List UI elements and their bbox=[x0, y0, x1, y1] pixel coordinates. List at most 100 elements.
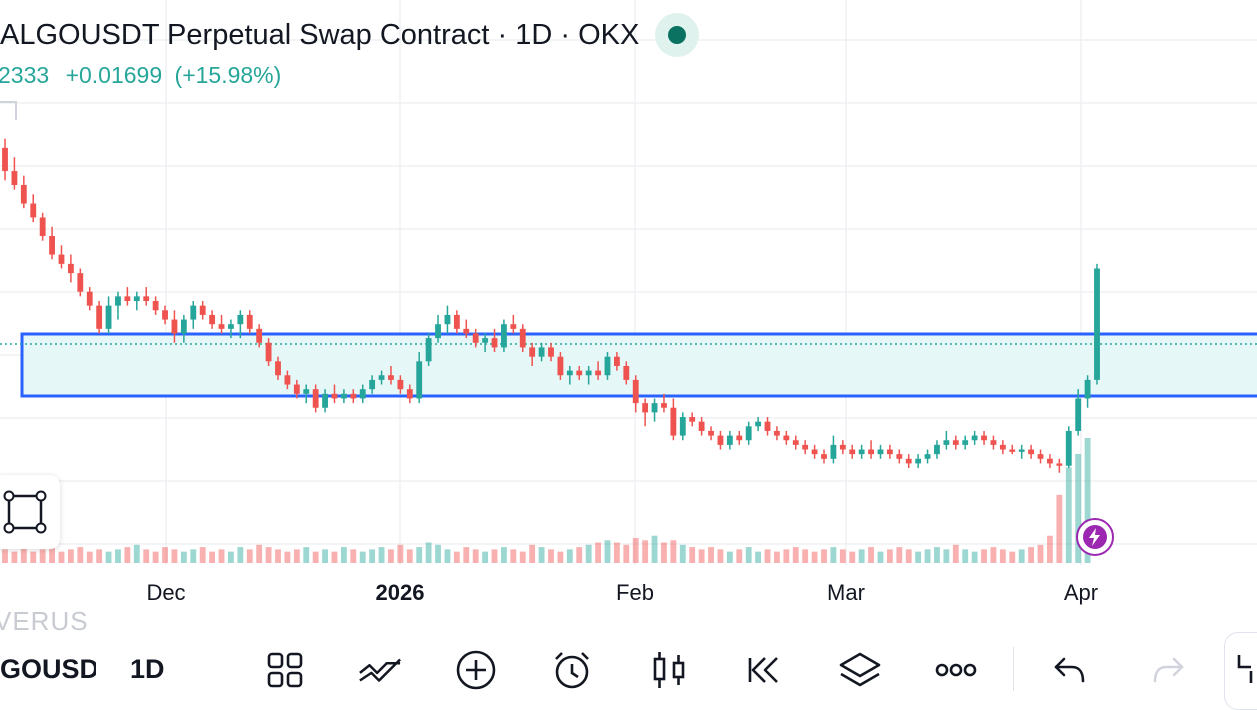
candle-body bbox=[378, 375, 385, 380]
volume-bar bbox=[303, 547, 310, 563]
drawing-tools-button[interactable] bbox=[358, 648, 402, 692]
toolbar-divider bbox=[1013, 647, 1014, 691]
candle-body bbox=[877, 449, 884, 455]
volume-bar bbox=[783, 549, 790, 563]
candle-body bbox=[152, 301, 159, 311]
candle-body bbox=[425, 338, 432, 362]
candle-body bbox=[265, 342, 272, 362]
candle-body bbox=[679, 417, 686, 436]
crosshair-corner bbox=[0, 101, 17, 120]
candle-body bbox=[237, 314, 244, 325]
candle-body bbox=[124, 296, 131, 301]
candle-body bbox=[1065, 430, 1072, 466]
candle-body bbox=[397, 379, 404, 390]
volume-bar bbox=[661, 542, 667, 563]
candle-body bbox=[821, 454, 827, 459]
volume-bar bbox=[209, 551, 216, 563]
candle-body bbox=[284, 375, 291, 385]
add-button[interactable] bbox=[454, 648, 498, 692]
candle-body bbox=[303, 389, 310, 394]
candle-body bbox=[510, 324, 517, 329]
volume-bar bbox=[943, 549, 950, 563]
candle-body bbox=[661, 403, 667, 408]
market-status-indicator[interactable] bbox=[655, 13, 700, 57]
volume-bar bbox=[745, 547, 752, 563]
replay-icon bbox=[748, 657, 778, 683]
volume-bar bbox=[981, 549, 987, 563]
candle-body bbox=[444, 314, 451, 325]
candle-body bbox=[67, 263, 74, 274]
candle-body bbox=[632, 379, 639, 404]
volume-bar bbox=[67, 549, 74, 563]
volume-bar bbox=[482, 551, 489, 563]
candle-body bbox=[1094, 268, 1100, 380]
volume-bar bbox=[162, 547, 168, 563]
volume-bar bbox=[1065, 467, 1072, 563]
candle-body bbox=[764, 421, 771, 431]
layers-button[interactable] bbox=[838, 648, 882, 692]
volume-bar bbox=[275, 549, 281, 563]
candle-body bbox=[453, 314, 460, 329]
candle-body bbox=[105, 305, 112, 329]
candle-body bbox=[783, 435, 790, 441]
volume-bar bbox=[237, 547, 244, 563]
candle-body bbox=[952, 440, 959, 445]
x-tick-feb: Feb bbox=[616, 580, 654, 605]
volume-bars bbox=[2, 438, 1091, 563]
layout-grid-button[interactable] bbox=[263, 648, 307, 692]
event-badge[interactable] bbox=[1076, 518, 1114, 556]
volume-bar bbox=[425, 542, 432, 563]
price-chart[interactable] bbox=[0, 0, 1257, 625]
candle-body bbox=[529, 347, 536, 357]
chart-title-row: ALGOUSDT Perpetual Swap Contract · 1D · … bbox=[0, 13, 700, 57]
candle-body bbox=[886, 449, 893, 455]
more-button[interactable] bbox=[934, 648, 978, 692]
volume-bar bbox=[877, 551, 884, 563]
candle-body bbox=[962, 440, 969, 445]
volume-bar bbox=[30, 551, 37, 563]
redo-button[interactable] bbox=[1146, 648, 1190, 692]
volume-bar bbox=[77, 547, 84, 563]
candle-body bbox=[981, 435, 987, 441]
drawing-tools-icon bbox=[359, 658, 401, 682]
volume-bar bbox=[2, 549, 8, 563]
x-tick-dec: Dec bbox=[146, 580, 186, 605]
volume-bar bbox=[924, 549, 931, 563]
volume-bar bbox=[124, 547, 131, 563]
candles bbox=[2, 138, 1100, 473]
volume-bar bbox=[613, 542, 620, 563]
candle-body bbox=[774, 430, 780, 436]
candle-body bbox=[971, 435, 978, 441]
volume-bar bbox=[689, 547, 696, 563]
volume-bar bbox=[632, 538, 639, 563]
volume-bar bbox=[595, 542, 601, 563]
candle-body bbox=[642, 403, 649, 413]
volume-bar bbox=[1056, 494, 1063, 563]
volume-bar bbox=[105, 551, 112, 563]
select-tool-button[interactable] bbox=[0, 475, 60, 549]
chart-type-button[interactable] bbox=[647, 648, 691, 692]
fullscreen-button[interactable] bbox=[1224, 632, 1257, 710]
candle-body bbox=[792, 440, 799, 445]
candle-body bbox=[416, 361, 423, 399]
volume-bar bbox=[199, 547, 206, 563]
candle-body bbox=[435, 324, 441, 339]
alert-button[interactable] bbox=[550, 648, 594, 692]
symbol-button[interactable]: GOUSD bbox=[0, 654, 96, 684]
volume-bar bbox=[491, 549, 498, 563]
replay-button[interactable] bbox=[743, 648, 787, 692]
status-dot-icon bbox=[668, 26, 687, 44]
volume-bar bbox=[1084, 438, 1091, 563]
undo-button[interactable] bbox=[1048, 648, 1092, 692]
volume-bar bbox=[340, 547, 347, 563]
candle-body bbox=[58, 254, 65, 264]
volume-bar bbox=[792, 547, 799, 563]
interval-button[interactable]: 1D bbox=[130, 654, 165, 684]
volume-bar bbox=[708, 547, 714, 563]
candle-body bbox=[726, 435, 733, 445]
candle-body bbox=[180, 319, 187, 334]
candle-body bbox=[1028, 449, 1035, 455]
candle-body bbox=[585, 370, 592, 376]
volume-bar bbox=[20, 547, 27, 563]
volume-bar bbox=[774, 551, 780, 563]
